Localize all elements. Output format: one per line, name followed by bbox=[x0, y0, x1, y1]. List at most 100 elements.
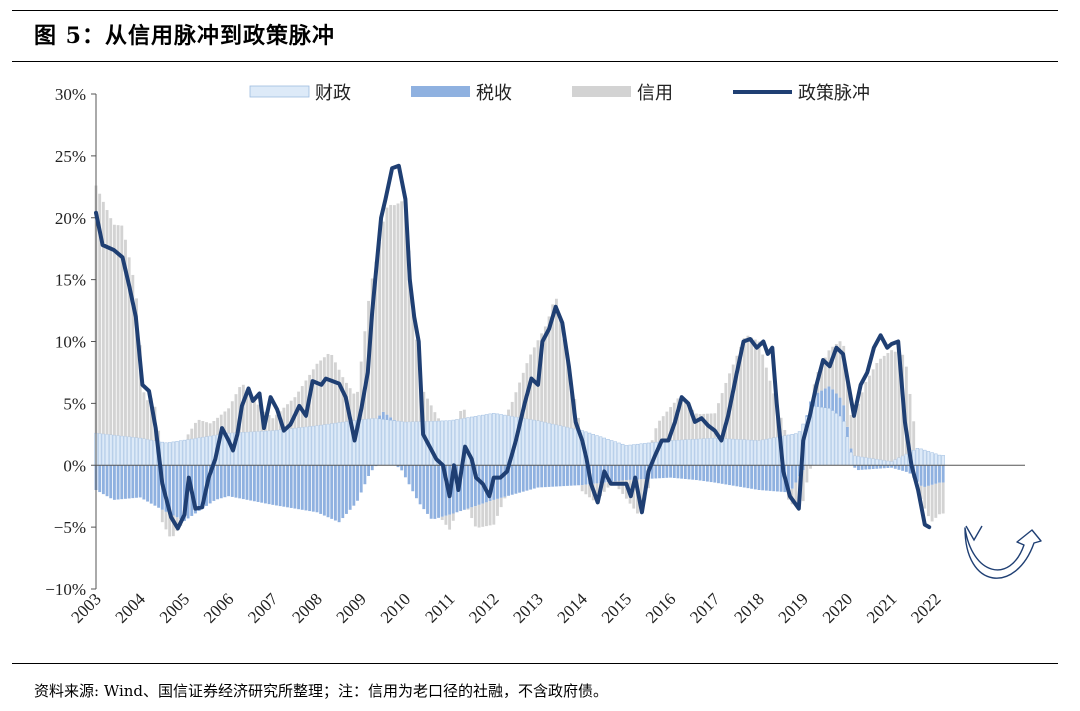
bar-fiscal bbox=[716, 437, 721, 466]
bar-tax bbox=[584, 465, 588, 485]
bar-fiscal bbox=[768, 438, 772, 466]
bar-fiscal bbox=[683, 439, 688, 466]
bar-tax bbox=[112, 465, 116, 500]
bar-credit bbox=[451, 513, 455, 521]
bar-credit bbox=[127, 257, 131, 437]
bar-tax bbox=[521, 465, 525, 492]
bar-fiscal bbox=[900, 455, 905, 466]
policy-pulse-line bbox=[94, 163, 932, 531]
bar-fiscal bbox=[503, 414, 507, 466]
x-tick-label: 2017 bbox=[686, 589, 724, 627]
bar-credit bbox=[938, 482, 941, 515]
bar-tax bbox=[739, 465, 743, 487]
bar-credit bbox=[893, 351, 897, 460]
bar-credit bbox=[809, 465, 812, 469]
bar-credit bbox=[389, 204, 393, 418]
bar-tax bbox=[897, 465, 901, 470]
bar-tax bbox=[437, 465, 440, 518]
bar-credit bbox=[588, 484, 591, 498]
bar-tax bbox=[573, 465, 577, 486]
bar-tax bbox=[149, 465, 153, 504]
bar-tax bbox=[775, 465, 779, 492]
bar-credit bbox=[223, 411, 227, 434]
bar-credit bbox=[164, 511, 168, 530]
bar-credit bbox=[407, 250, 411, 422]
bar-credit bbox=[378, 242, 382, 416]
bar-tax bbox=[768, 465, 772, 491]
bar-tax bbox=[680, 465, 684, 479]
bar-fiscal bbox=[624, 445, 629, 466]
bar-tax bbox=[194, 465, 197, 514]
bar-fiscal bbox=[547, 422, 551, 466]
bar-tax bbox=[241, 465, 245, 500]
bar-fiscal bbox=[179, 440, 183, 466]
bar-fiscal bbox=[263, 430, 268, 466]
bar-credit bbox=[698, 414, 702, 439]
bar-tax bbox=[621, 465, 625, 481]
x-tick-label: 2013 bbox=[509, 589, 546, 626]
x-tick-label: 2016 bbox=[642, 589, 679, 626]
bar-tax bbox=[322, 465, 326, 516]
bar-credit bbox=[396, 203, 400, 422]
bar-tax bbox=[514, 465, 518, 494]
bar-fiscal bbox=[359, 419, 363, 466]
bar-credit bbox=[352, 393, 356, 421]
bar-fiscal bbox=[411, 421, 415, 466]
bar-tax bbox=[326, 465, 330, 518]
bar-tax bbox=[278, 465, 282, 507]
bar-fiscal bbox=[392, 420, 397, 466]
bar-fiscal bbox=[676, 439, 680, 466]
bar-fiscal bbox=[628, 444, 632, 466]
bar-fiscal bbox=[746, 439, 750, 466]
bar-tax bbox=[256, 465, 260, 502]
bar-tax bbox=[639, 465, 643, 480]
bar-tax bbox=[879, 465, 882, 469]
bar-tax bbox=[540, 465, 544, 488]
bar-credit bbox=[543, 326, 547, 423]
bar-credit bbox=[507, 409, 510, 416]
bar-credit bbox=[197, 419, 201, 438]
bar-fiscal bbox=[878, 459, 883, 466]
bar-credit bbox=[746, 335, 750, 440]
bar-fiscal bbox=[764, 438, 769, 466]
bar-fiscal bbox=[241, 432, 246, 466]
bar-fiscal bbox=[937, 454, 942, 466]
bar-tax bbox=[658, 465, 661, 479]
bar-credit bbox=[138, 345, 142, 439]
bar-tax bbox=[142, 465, 146, 500]
bar-tax bbox=[871, 465, 875, 470]
bar-credit bbox=[171, 515, 175, 537]
bar-credit bbox=[919, 485, 923, 499]
bar-credit bbox=[864, 381, 868, 458]
y-tick-label: −5% bbox=[54, 518, 86, 537]
bar-tax bbox=[908, 465, 912, 474]
bar-fiscal bbox=[860, 456, 864, 466]
legend-credit-label: 信用 bbox=[637, 83, 673, 103]
bar-tax bbox=[805, 415, 809, 417]
bar-credit bbox=[186, 434, 190, 440]
bar-tax bbox=[219, 465, 223, 499]
y-tick-label: 25% bbox=[55, 147, 86, 166]
bar-fiscal bbox=[830, 410, 835, 466]
bar-fiscal bbox=[488, 413, 492, 466]
bar-fiscal bbox=[539, 421, 544, 466]
bar-tax bbox=[746, 465, 750, 489]
bar-fiscal bbox=[414, 421, 419, 466]
bar-credit bbox=[124, 239, 127, 437]
bar-tax bbox=[297, 465, 301, 510]
bar-credit bbox=[842, 345, 846, 406]
y-tick-label: 5% bbox=[63, 394, 86, 413]
bar-credit bbox=[348, 388, 352, 422]
bar-fiscal bbox=[558, 425, 562, 466]
bar-tax bbox=[562, 465, 566, 487]
bar-credit bbox=[245, 389, 249, 433]
bar-tax bbox=[400, 465, 404, 471]
bar-tax bbox=[363, 465, 367, 485]
bar-credit bbox=[481, 503, 485, 527]
bar-fiscal bbox=[271, 430, 275, 466]
bar-tax bbox=[691, 465, 695, 480]
bar-tax bbox=[282, 465, 286, 507]
bar-tax bbox=[761, 465, 765, 491]
bar-tax bbox=[864, 465, 868, 470]
bar-fiscal bbox=[827, 407, 831, 466]
